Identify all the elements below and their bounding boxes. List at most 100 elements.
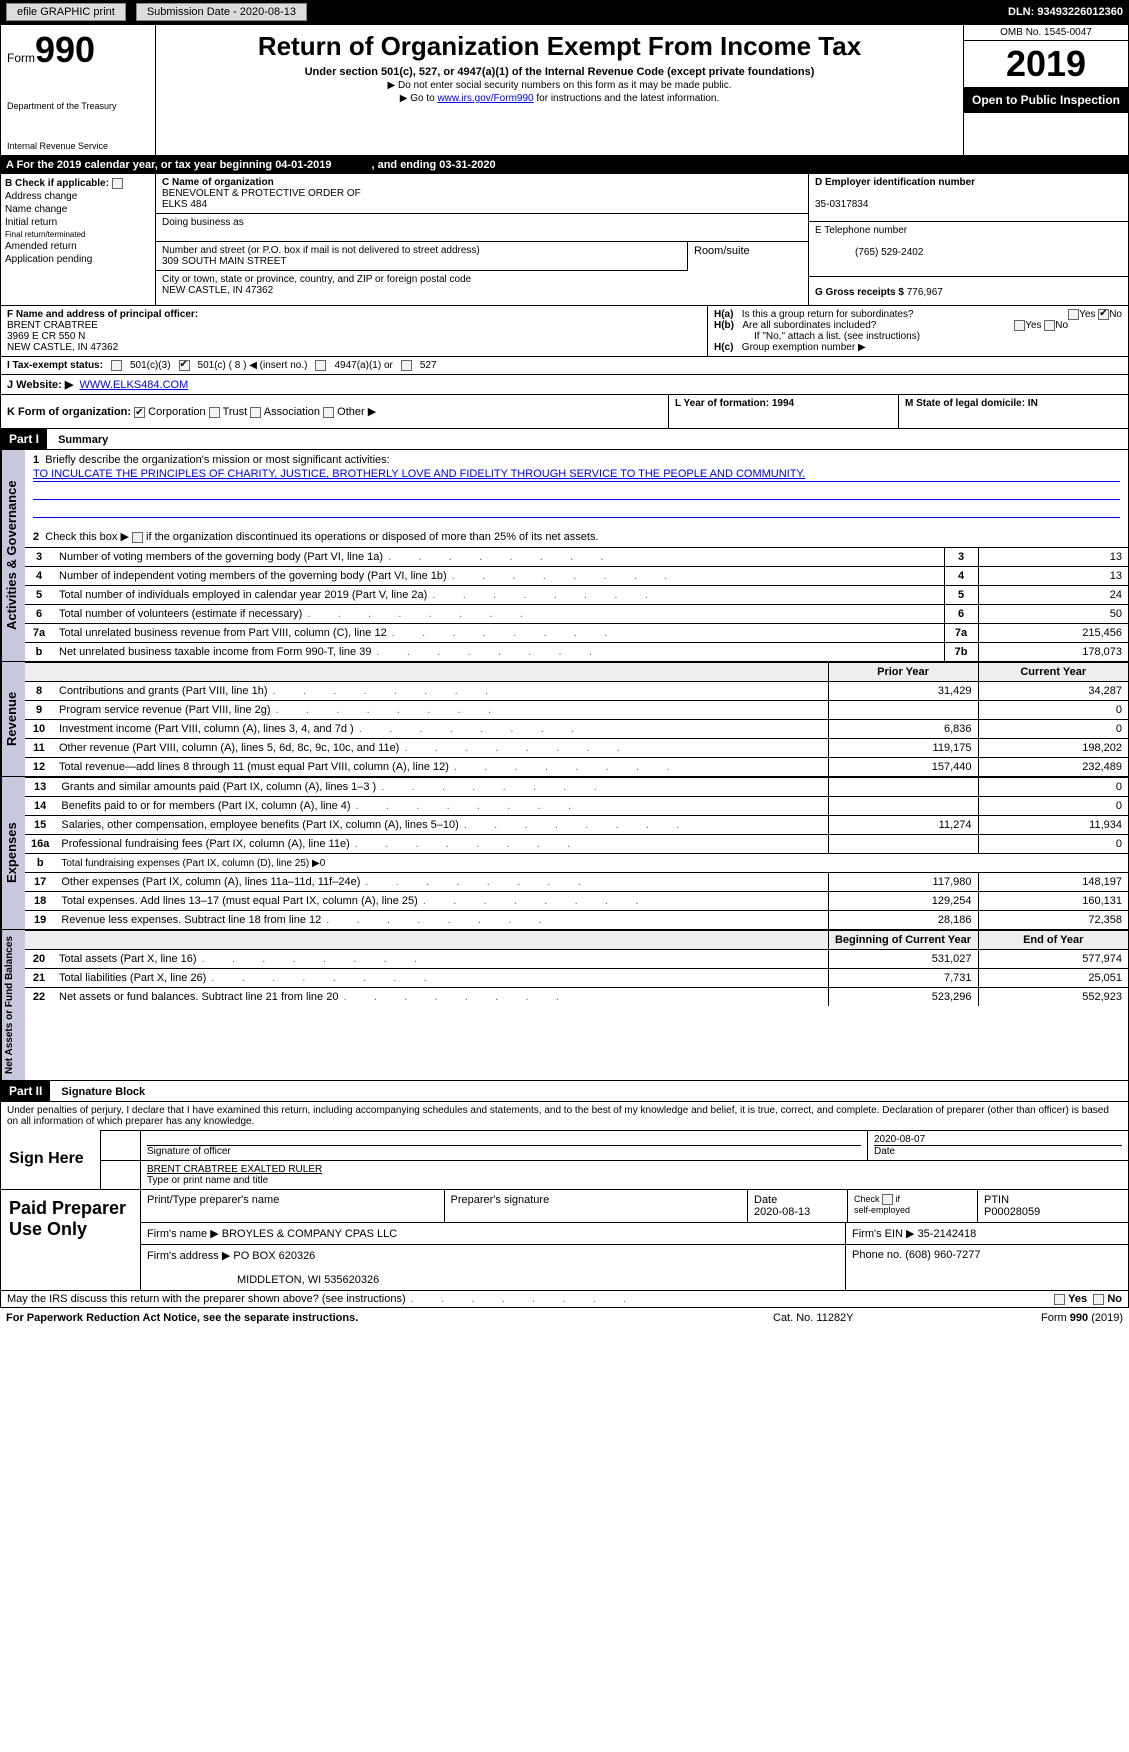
revenue-table: Prior YearCurrent Year8Contributions and… xyxy=(25,662,1128,776)
box-c: C Name of organization BENEVOLENT & PROT… xyxy=(156,174,808,305)
section-fh: F Name and address of principal officer:… xyxy=(0,306,1129,357)
phone-label: E Telephone number xyxy=(815,225,907,236)
dln-label: DLN: 93493226012360 xyxy=(1008,6,1123,18)
ptin-value: P00028059 xyxy=(984,1206,1040,1218)
mission-text: TO INCULCATE THE PRINCIPLES OF CHARITY, … xyxy=(33,468,1120,482)
table-row: 15Salaries, other compensation, employee… xyxy=(25,816,1128,835)
ha-label: H(a) xyxy=(714,309,733,320)
form-subtitle: Under section 501(c), 527, or 4947(a)(1)… xyxy=(162,66,957,78)
discuss-yes: Yes xyxy=(1068,1293,1087,1305)
mission-blank1 xyxy=(33,486,1120,500)
checkbox-applicable[interactable] xyxy=(112,178,123,189)
gross-label: G Gross receipts $ xyxy=(815,287,904,298)
cb-trust[interactable] xyxy=(209,407,220,418)
hb-no-cb[interactable] xyxy=(1044,320,1055,331)
cb-discuss-yes[interactable] xyxy=(1054,1294,1065,1305)
ein-label: D Employer identification number xyxy=(815,177,975,188)
city-label: City or town, state or province, country… xyxy=(162,274,471,285)
cb-discontinued[interactable] xyxy=(132,532,143,543)
table-row: 4Number of independent voting members of… xyxy=(25,567,1128,586)
ha-yes-cb[interactable] xyxy=(1068,309,1079,320)
table-row: 5Total number of individuals employed in… xyxy=(25,586,1128,605)
tax-exempt-label: I Tax-exempt status: xyxy=(7,360,103,371)
gross-value: 776,967 xyxy=(907,287,943,298)
table-header: Beginning of Current YearEnd of Year xyxy=(25,931,1128,950)
table-row: 7aTotal unrelated business revenue from … xyxy=(25,624,1128,643)
hb-text: Are all subordinates included? xyxy=(742,320,876,331)
summary-revenue: Revenue Prior YearCurrent Year8Contribut… xyxy=(0,662,1129,777)
table-row: 9Program service revenue (Part VIII, lin… xyxy=(25,701,1128,720)
goto-pre: ▶ Go to xyxy=(400,93,438,104)
form-header: Form990 Department of the Treasury Inter… xyxy=(0,24,1129,156)
hc-label: H(c) xyxy=(714,342,733,353)
website-label: J Website: ▶ xyxy=(7,379,73,391)
irs-link[interactable]: www.irs.gov/Form990 xyxy=(437,93,533,104)
sidetab-net: Net Assets or Fund Balances xyxy=(1,930,25,1080)
q1-text: Briefly describe the organization's miss… xyxy=(45,454,389,466)
ha-yes: Yes xyxy=(1079,309,1095,320)
cb-501c[interactable] xyxy=(179,360,190,371)
table-header: Prior YearCurrent Year xyxy=(25,663,1128,682)
discuss-row: May the IRS discuss this return with the… xyxy=(0,1291,1129,1308)
ptin-label: PTIN xyxy=(984,1194,1009,1206)
sign-here-label: Sign Here xyxy=(1,1130,101,1189)
cb-assoc[interactable] xyxy=(250,407,261,418)
box-i: I Tax-exempt status: 501(c)(3) 501(c) ( … xyxy=(0,357,1129,375)
table-row: 22Net assets or fund balances. Subtract … xyxy=(25,988,1128,1007)
hb-no: No xyxy=(1055,320,1068,331)
hb-yes-cb[interactable] xyxy=(1014,320,1025,331)
org-name-2: ELKS 484 xyxy=(162,199,207,210)
period-begin: A For the 2019 calendar year, or tax yea… xyxy=(6,159,331,171)
officer-addr2: NEW CASTLE, IN 47362 xyxy=(7,342,118,353)
firm-addr-label: Firm's address ▶ xyxy=(147,1250,230,1262)
q2-text: Check this box ▶ if the organization dis… xyxy=(45,531,598,543)
sig-date: 2020-08-07 xyxy=(874,1134,925,1145)
amended-return-label: Amended return xyxy=(5,241,77,252)
part-ii-title: Signature Block xyxy=(53,1083,153,1101)
cb-self-employed[interactable] xyxy=(882,1194,893,1205)
cb-501c3[interactable] xyxy=(111,360,122,371)
q1-num: 1 xyxy=(33,454,39,466)
cat-no: Cat. No. 11282Y xyxy=(773,1312,973,1324)
initial-return-label: Initial return xyxy=(5,217,57,228)
cb-discuss-no[interactable] xyxy=(1093,1294,1104,1305)
label-trust: Trust xyxy=(223,406,248,418)
sidetab-revenue: Revenue xyxy=(1,662,25,776)
summary-expenses: Expenses 13Grants and similar amounts pa… xyxy=(0,777,1129,930)
cb-4947[interactable] xyxy=(315,360,326,371)
street-label: Number and street (or P.O. box if mail i… xyxy=(162,245,480,256)
footer-row: For Paperwork Reduction Act Notice, see … xyxy=(0,1308,1129,1328)
label-527: 527 xyxy=(420,360,437,371)
discuss-text: May the IRS discuss this return with the… xyxy=(7,1293,628,1305)
section-bcdefg: B Check if applicable: Address change Na… xyxy=(0,174,1129,306)
expenses-table: 13Grants and similar amounts paid (Part … xyxy=(25,777,1128,929)
cb-527[interactable] xyxy=(401,360,412,371)
submission-tag: Submission Date - 2020-08-13 xyxy=(136,3,307,21)
ein-value: 35-0317834 xyxy=(815,199,868,210)
irs-label: Internal Revenue Service xyxy=(7,141,149,151)
label-corp: Corporation xyxy=(148,406,205,418)
prep-date: 2020-08-13 xyxy=(754,1206,810,1218)
sig-officer-label: Signature of officer xyxy=(147,1145,861,1157)
table-row: bTotal fundraising expenses (Part IX, co… xyxy=(25,854,1128,873)
sidetab-expenses: Expenses xyxy=(1,777,25,929)
officer-addr1: 3969 E CR 550 N xyxy=(7,331,85,342)
org-name-1: BENEVOLENT & PROTECTIVE ORDER OF xyxy=(162,188,361,199)
firm-addr1: PO BOX 620326 xyxy=(233,1250,315,1262)
cb-other[interactable] xyxy=(323,407,334,418)
paid-label: Paid Preparer Use Only xyxy=(1,1190,141,1290)
prep-sig-label: Preparer's signature xyxy=(445,1190,749,1222)
summary-net: Net Assets or Fund Balances Beginning of… xyxy=(0,930,1129,1081)
cb-corp[interactable] xyxy=(134,407,145,418)
website-link[interactable]: WWW.ELKS484.COM xyxy=(79,379,188,391)
box-b: B Check if applicable: Address change Na… xyxy=(1,174,156,305)
paid-preparer-block: Paid Preparer Use Only Print/Type prepar… xyxy=(0,1190,1129,1291)
box-b-label: B Check if applicable: xyxy=(5,178,109,189)
dept-treasury: Department of the Treasury xyxy=(7,101,149,111)
hb-yes: Yes xyxy=(1025,320,1041,331)
state-domicile: M State of legal domicile: IN xyxy=(905,398,1038,409)
penalty-text: Under penalties of perjury, I declare th… xyxy=(1,1102,1128,1130)
box-m: M State of legal domicile: IN xyxy=(898,395,1128,428)
ha-no-cb[interactable] xyxy=(1098,309,1109,320)
prep-phone-label: Phone no. xyxy=(852,1249,902,1261)
